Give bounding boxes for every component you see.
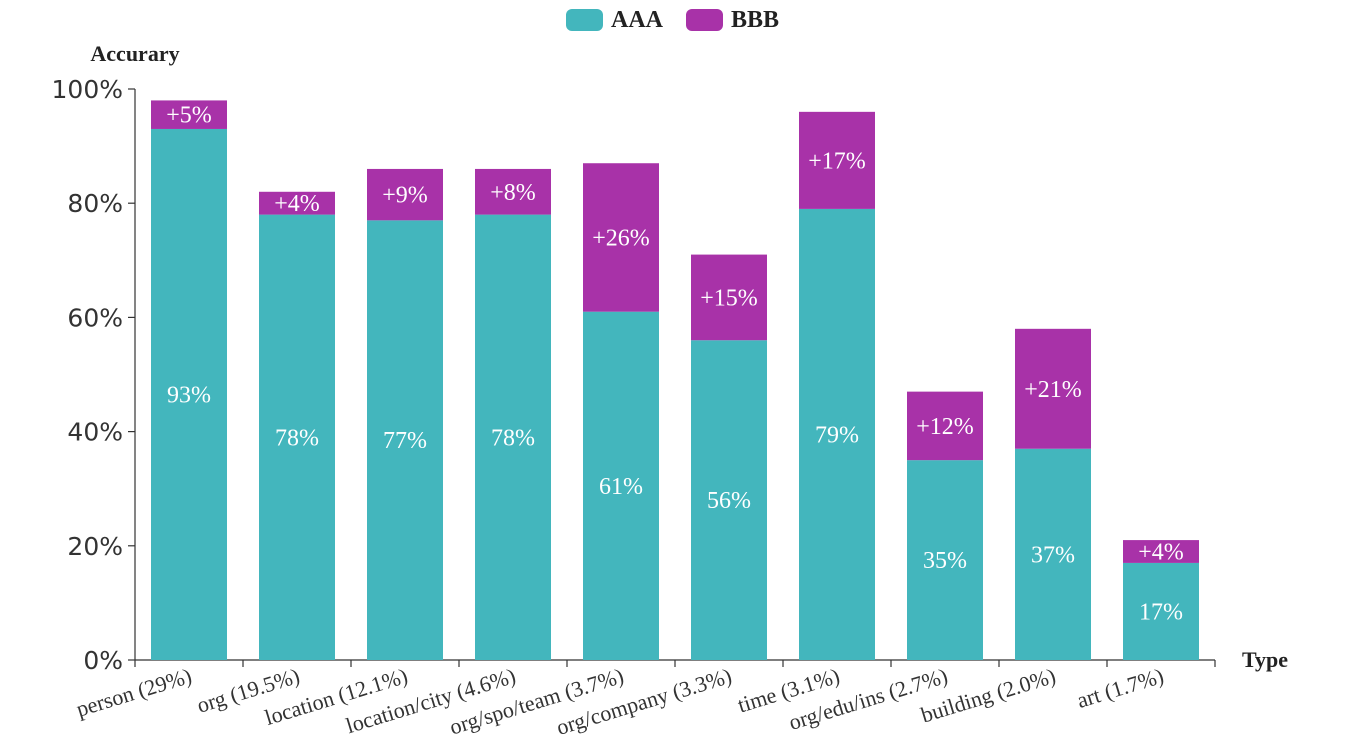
bar-bbb-8	[1015, 328, 1091, 449]
data-label-aaa-8: 37%	[1031, 542, 1075, 568]
bar-aaa-7	[907, 460, 983, 660]
data-label-aaa-5: 56%	[707, 488, 751, 514]
data-label-aaa-6: 79%	[815, 422, 859, 448]
x-tick-label: art (1.7%)	[1074, 663, 1167, 713]
y-tick-label: 40%	[67, 418, 123, 447]
data-label-bbb-3: +8%	[490, 180, 536, 206]
legend: AAA BBB	[566, 7, 779, 33]
y-axis-label: Accurary	[90, 41, 179, 66]
legend-swatch-aaa	[566, 9, 603, 31]
data-label-aaa-4: 61%	[599, 474, 643, 500]
bar-bbb-2	[367, 168, 443, 221]
data-label-bbb-7: +12%	[916, 414, 974, 440]
data-label-aaa-0: 93%	[167, 382, 211, 408]
bar-aaa-3	[475, 214, 551, 660]
bar-aaa-6	[799, 208, 875, 660]
data-label-bbb-1: +4%	[274, 191, 320, 217]
data-label-bbb-9: +4%	[1138, 540, 1184, 566]
data-label-bbb-6: +17%	[808, 148, 866, 174]
bar-aaa-1	[259, 214, 335, 660]
bar-aaa-9	[1123, 562, 1199, 660]
bar-aaa-2	[367, 220, 443, 660]
legend-swatch-bbb	[686, 9, 723, 31]
bar-bbb-6	[799, 111, 875, 209]
data-label-bbb-4: +26%	[592, 225, 650, 251]
legend-label-bbb: BBB	[731, 7, 779, 33]
y-tick-label: 20%	[67, 532, 123, 561]
bars: 93% +5% 78% +4% 77% +9% 78% +8% 61% +26% 56% +15% 79…	[151, 100, 1199, 661]
data-label-aaa-2: 77%	[383, 428, 427, 454]
y-tick-label: 80%	[67, 189, 123, 218]
data-label-bbb-5: +15%	[700, 285, 758, 311]
bar-aaa-8	[1015, 448, 1091, 660]
y-tick-label: 60%	[67, 303, 123, 332]
bar-bbb-1	[259, 191, 335, 215]
data-label-aaa-3: 78%	[491, 425, 535, 451]
bar-bbb-0	[151, 100, 227, 129]
y-tick-label: 0%	[83, 646, 123, 675]
bar-aaa-5	[691, 340, 767, 660]
data-label-aaa-7: 35%	[923, 548, 967, 574]
x-axis-label: Type	[1242, 647, 1288, 672]
data-label-aaa-1: 78%	[275, 425, 319, 451]
data-label-bbb-8: +21%	[1024, 377, 1082, 403]
data-label-bbb-0: +5%	[166, 103, 212, 129]
bar-bbb-5	[691, 254, 767, 341]
data-label-bbb-2: +9%	[382, 183, 428, 209]
bar-bbb-9	[1123, 540, 1199, 563]
legend-label-aaa: AAA	[611, 7, 664, 33]
bar-bbb-4	[583, 163, 659, 312]
y-tick-label: 100%	[52, 75, 123, 104]
bar-aaa-4	[583, 311, 659, 660]
bar-aaa-0	[151, 128, 227, 661]
bar-bbb-7	[907, 391, 983, 461]
bar-bbb-3	[475, 168, 551, 215]
data-label-aaa-9: 17%	[1139, 599, 1183, 625]
